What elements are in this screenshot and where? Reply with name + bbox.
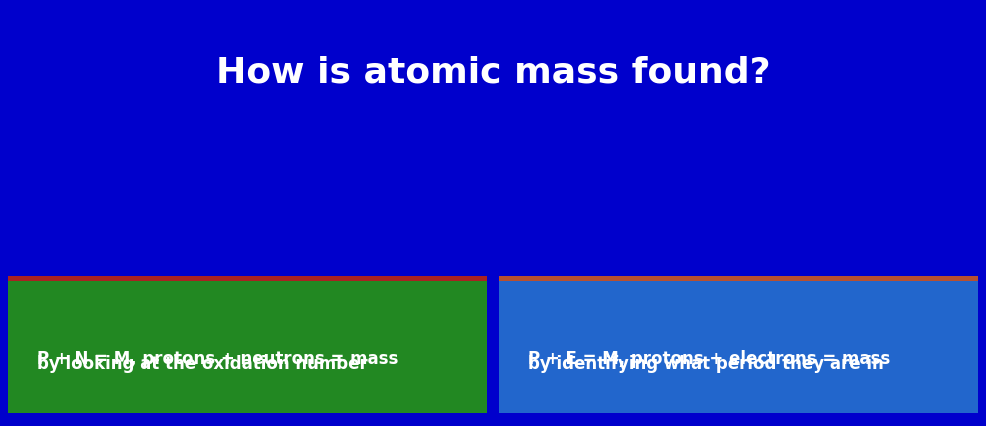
Text: P + E = M, protons + electrons = mass: P + E = M, protons + electrons = mass — [528, 349, 890, 367]
FancyBboxPatch shape — [499, 282, 978, 413]
FancyBboxPatch shape — [499, 276, 978, 408]
Text: by identifying what period they are in: by identifying what period they are in — [528, 354, 884, 372]
FancyBboxPatch shape — [8, 282, 487, 413]
Text: How is atomic mass found?: How is atomic mass found? — [216, 55, 770, 89]
Text: P + N = M, protons + neutrons = mass: P + N = M, protons + neutrons = mass — [37, 349, 399, 367]
Text: by looking at the oxidation number: by looking at the oxidation number — [37, 354, 368, 372]
FancyBboxPatch shape — [8, 276, 487, 408]
